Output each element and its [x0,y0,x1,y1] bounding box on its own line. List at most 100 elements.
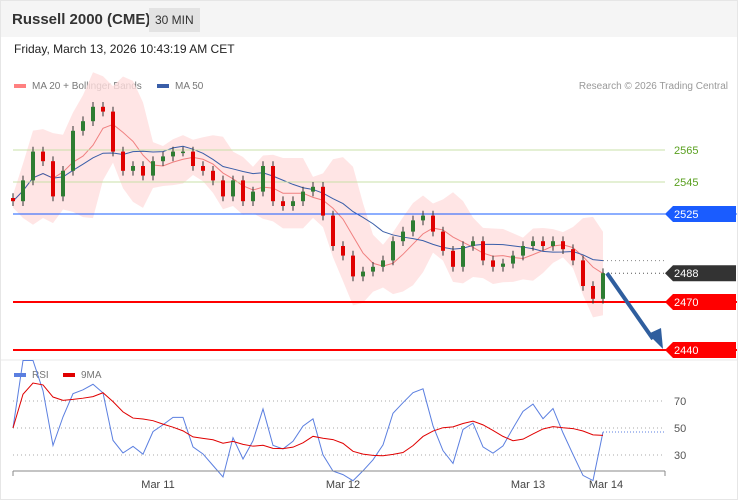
candle-body [51,161,55,197]
candle [271,161,275,206]
legend-rsi: RSI [14,370,49,381]
candle [391,236,395,266]
candle [371,262,375,277]
candle-body [321,186,325,216]
level-tag-2488 [665,265,736,282]
level-label-2525: 2525 [674,209,698,221]
candle-body [421,215,425,221]
candle-body [401,231,405,242]
candle-body [341,246,345,256]
legend-ma50-label: MA 50 [175,81,204,92]
candle [181,146,185,157]
candle-body [541,241,545,246]
x-label: Mar 14 [589,479,623,491]
candle-body [551,241,555,246]
candle [211,166,215,186]
candle-body [161,156,165,162]
candle-body [431,215,435,232]
level-label-2488: 2488 [674,268,698,280]
candle-body [301,191,305,202]
rsi-ma-line [12,382,604,457]
level-label-2440: 2440 [674,345,698,357]
candle [121,146,125,176]
candle-body [181,151,185,154]
ma50-line [12,145,604,262]
candle [331,210,335,251]
level-label-2470: 2470 [674,297,698,309]
candle-body [231,180,235,197]
candle-body [591,286,595,299]
candle [191,146,195,171]
candle-body [261,166,265,192]
x-label: Mar 12 [326,479,360,491]
candle-body [351,255,355,277]
candle [471,236,475,251]
timeframe-button[interactable]: 30 MIN [149,8,200,32]
candle-body [291,201,295,206]
rsi-line [12,360,604,482]
candle-body [381,260,385,267]
candle-body [221,180,225,197]
candle [491,255,495,272]
candle-body [191,151,195,166]
candle [111,106,115,157]
candle [601,268,605,304]
x-label: Mar 13 [511,479,545,491]
candle-body [571,249,575,261]
candle [591,281,595,304]
legend-rsi-label: RSI [32,370,49,381]
candle [311,182,315,197]
candle [41,146,45,166]
candle [81,116,85,136]
level-tag-2525 [665,206,736,222]
candle [421,210,425,226]
candle [521,241,525,261]
candle-body [101,106,105,112]
candle [481,236,485,266]
candle [51,156,55,202]
candle [201,161,205,176]
candle [71,126,75,176]
candle-body [251,191,255,202]
level-label-2545: 2545 [674,177,698,189]
candle [541,236,545,251]
candle-body [201,166,205,171]
candle-body [141,166,145,176]
credit: Research © 2026 Trading Central [578,81,728,92]
candle-body [281,201,285,206]
candle [451,246,455,272]
candle [11,193,15,206]
candle-body [111,111,115,152]
candle [31,146,35,186]
x-label: Mar 11 [141,479,174,491]
candle-body [151,161,155,176]
legend-9ma-label: 9MA [81,370,102,381]
candle-body [441,231,445,251]
candle-body [521,246,525,256]
instrument-title: Russell 2000 (CME) [12,11,151,28]
candle [511,250,515,269]
header: Russell 2000 (CME) 30 MIN [1,1,737,37]
candle [61,166,65,202]
candle [281,196,285,211]
candle [151,156,155,181]
candle-body [71,130,75,171]
candle-body [481,241,485,261]
candle-body [511,255,515,264]
candle [531,236,535,251]
candle-body [561,241,565,250]
candle-body [91,106,95,122]
candle [581,255,585,291]
candle [221,175,225,202]
rsi-swatch [14,373,26,378]
candle-body [211,170,215,181]
candle [501,258,505,272]
legend-9ma: 9MA [63,370,102,381]
forecast-arrow [605,272,655,341]
candle [401,226,405,246]
level-label-2565: 2565 [674,145,698,157]
candle-body [531,241,535,246]
candle [131,161,135,176]
